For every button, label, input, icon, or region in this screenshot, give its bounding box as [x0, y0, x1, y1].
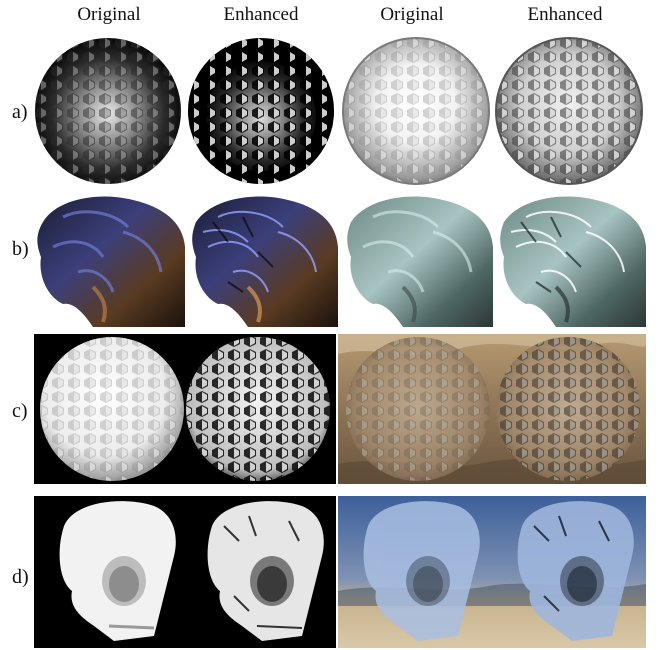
header-original-2: Original [380, 4, 444, 25]
row-label-c: c) [12, 400, 28, 422]
row-label-a: a) [12, 101, 28, 123]
panel-a-enhanced-dark [186, 36, 336, 186]
header-original-1: Original [77, 4, 141, 25]
panel-b-original-teal [343, 192, 493, 327]
skull-original [59, 501, 176, 641]
panel-b-original-blue [33, 192, 185, 327]
panel-d-environment-background [338, 496, 646, 648]
header-enhanced-1: Enhanced [223, 4, 299, 25]
panel-c-black-background [34, 334, 336, 484]
panel-a-original-light [341, 36, 491, 186]
skull-enhanced [207, 501, 324, 641]
header-enhanced-2: Enhanced [527, 4, 603, 25]
panel-b-enhanced-blue [188, 192, 338, 327]
panel-a-enhanced-light [494, 36, 644, 186]
panel-b-enhanced-teal [496, 192, 646, 327]
row-label-b: b) [12, 238, 29, 260]
panel-c-environment-background [338, 334, 646, 484]
row-label-d: d) [12, 566, 29, 588]
panel-a-original-dark [33, 36, 183, 186]
panel-d-black-background [34, 496, 336, 648]
